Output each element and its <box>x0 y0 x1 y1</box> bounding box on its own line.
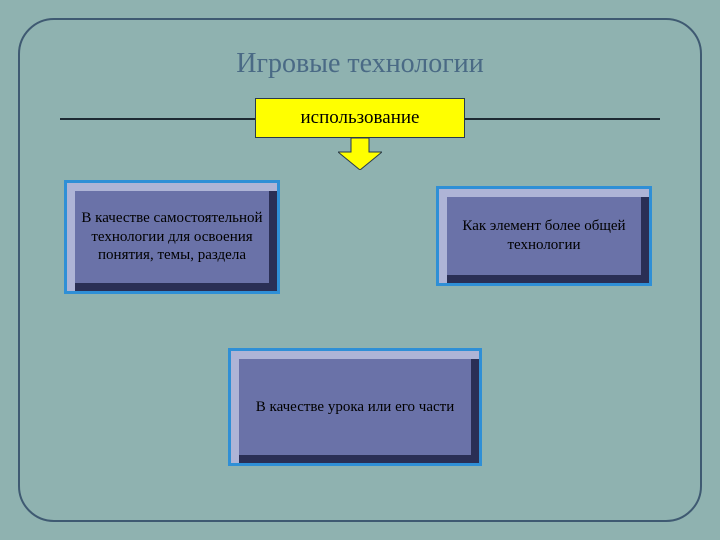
option-box-standalone: В качестве самостоятельной технологии дл… <box>64 180 280 294</box>
option-box-element: Как элемент более общей технологии <box>436 186 652 286</box>
down-arrow-icon <box>338 138 382 170</box>
option-box-label: В качестве урока или его части <box>256 398 454 417</box>
page-title: Игровые технологии <box>0 48 720 80</box>
slide: Игровые технологии использование В качес… <box>0 0 720 540</box>
option-box-label: В качестве самостоятельной технологии дл… <box>77 209 267 265</box>
usage-box: использование <box>255 98 465 138</box>
option-box-lesson: В качестве урока или его части <box>228 348 482 466</box>
usage-label: использование <box>301 107 420 129</box>
option-box-label: Как элемент более общей технологии <box>449 217 639 255</box>
